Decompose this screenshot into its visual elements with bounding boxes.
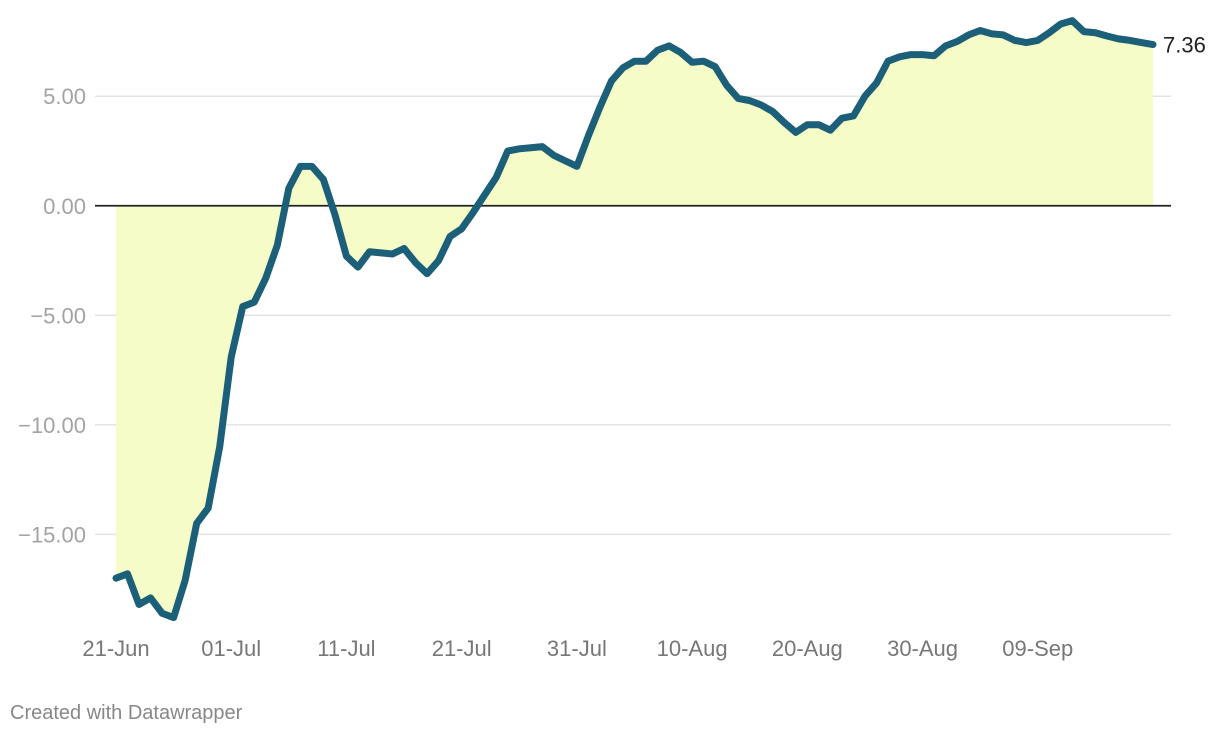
x-tick-label: 10-Aug (657, 636, 728, 661)
x-tick-label: 30-Aug (887, 636, 958, 661)
y-tick-label: 5.00 (43, 84, 86, 109)
x-tick-label: 20-Aug (772, 636, 843, 661)
series-line-layer (112, 17, 1157, 622)
x-tick-label: 31-Jul (547, 636, 607, 661)
y-tick-label: −15.00 (18, 522, 86, 547)
y-tick-label: −10.00 (18, 413, 86, 438)
y-tick-label: −5.00 (30, 303, 86, 328)
x-tick-label: 21-Jun (82, 636, 149, 661)
series-line (112, 17, 1157, 622)
end-label-layer: 7.36 (1163, 33, 1206, 58)
x-tick-label: 11-Jul (317, 636, 375, 661)
area-fill (116, 20, 1153, 618)
area-layer (116, 20, 1153, 618)
end-value-label: 7.36 (1163, 33, 1206, 58)
x-tick-label: 01-Jul (201, 636, 261, 661)
line-chart: 5.00 0.00 −5.00 −10.00 −15.00 21-Jun 01-Jul 11… (18, 17, 1206, 661)
y-axis-ticks: 5.00 0.00 −5.00 −10.00 −15.00 (18, 84, 86, 547)
x-axis-ticks: 21-Jun 01-Jul 11-Jul 21-Jul 31-Jul 10-Aug 20-A… (82, 636, 1073, 661)
x-tick-label: 21-Jul (432, 636, 492, 661)
y-tick-label: 0.00 (43, 194, 86, 219)
credit-text: Created with Datawrapper (10, 702, 243, 724)
x-tick-label: 09-Sep (1002, 636, 1073, 661)
